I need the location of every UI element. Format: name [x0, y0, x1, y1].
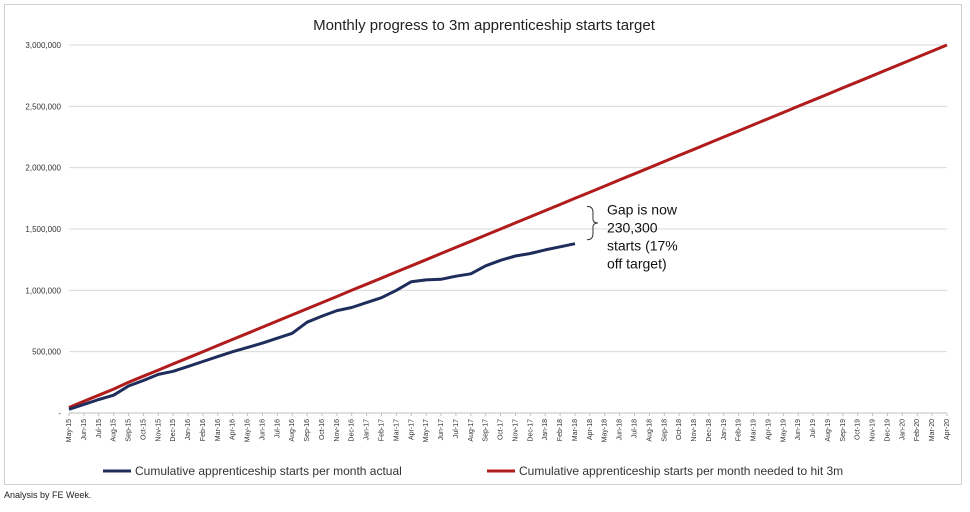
x-tick-label: Sep-19 [840, 419, 847, 442]
legend: Cumulative apprenticeship starts per mon… [103, 464, 843, 478]
x-tick-label: May-16 [245, 419, 252, 442]
x-tick-label: Jul-18 [631, 419, 638, 438]
x-tick-label: Oct-19 [855, 419, 862, 440]
x-tick-label: Nov-18 [691, 419, 698, 442]
annotation-text-line: starts (17% [607, 237, 678, 253]
x-tick-label: Sep-18 [661, 419, 668, 442]
x-tick-label: Nov-17 [512, 419, 519, 442]
x-tick-label: Mar-16 [215, 419, 222, 441]
x-tick-label: Dec-16 [349, 419, 356, 442]
x-tick-label: Feb-16 [200, 419, 207, 441]
x-axis: May-15 Jun-15 Jul-15 Aug-15 Sep-15 Oct-15 Nov-… [66, 412, 951, 442]
x-tick-label: Oct-18 [676, 419, 683, 440]
x-tick-label: Jan-19 [721, 419, 728, 441]
annotation-brace [586, 205, 598, 241]
legend-label-actual: Cumulative apprenticeship starts per mon… [135, 464, 402, 478]
x-tick-label: Jul-15 [96, 419, 103, 438]
x-tick-label: Mar-17 [393, 419, 400, 441]
source-note: Analysis by FE Week. [4, 490, 92, 500]
line-chart: Monthly progress to 3m apprenticeship st… [25, 17, 951, 478]
x-tick-label: Sep-15 [126, 419, 133, 442]
x-tick-label: Aug-17 [468, 419, 475, 442]
legend-label-needed: Cumulative apprenticeship starts per mon… [519, 464, 843, 478]
x-tick-label: May-19 [780, 419, 787, 442]
x-tick-label: Aug-19 [825, 419, 832, 442]
y-tick-label: - [58, 409, 61, 418]
gridlines [69, 44, 947, 353]
x-tick-label: Sep-17 [483, 419, 490, 442]
y-tick-label: 2,000,000 [25, 164, 61, 173]
x-tick-label: May-17 [423, 419, 430, 442]
y-tick-label: 3,000,000 [25, 41, 61, 50]
x-tick-label: Apr-20 [944, 419, 951, 440]
annotation-text-line: 230,300 [607, 219, 658, 235]
x-tick-label: Jul-17 [453, 419, 460, 438]
x-tick-label: Jan-16 [185, 419, 192, 441]
x-tick-label: Nov-19 [870, 419, 877, 442]
x-tick-label: Apr-16 [230, 419, 237, 440]
series-line-needed [68, 43, 948, 409]
series-lines [68, 43, 948, 411]
x-tick-label: Jul-16 [274, 419, 281, 438]
annotation-text-line: off target) [607, 255, 667, 271]
y-tick-label: 2,500,000 [25, 102, 61, 111]
x-tick-label: Aug-18 [646, 419, 653, 442]
y-tick-label: 1,000,000 [25, 286, 61, 295]
x-tick-label: Jan-18 [542, 419, 549, 441]
x-tick-label: Mar-18 [572, 419, 579, 441]
x-tick-label: Mar-19 [751, 419, 758, 441]
series-line-actual [68, 242, 576, 411]
x-tick-label: Aug-16 [289, 419, 296, 442]
x-tick-label: Nov-15 [155, 419, 162, 442]
x-tick-label: Mar-20 [929, 419, 936, 441]
x-tick-label: May-15 [66, 419, 73, 442]
annotation-text-line: Gap is now [607, 201, 678, 217]
x-tick-label: Jun-16 [259, 419, 266, 441]
x-tick-label: Nov-16 [334, 419, 341, 442]
gap-annotation: Gap is now 230,300 starts (17% off target) [586, 201, 678, 271]
chart-title: Monthly progress to 3m apprenticeship st… [313, 17, 656, 34]
x-tick-label: Apr-18 [587, 419, 594, 440]
x-tick-label: Apr-17 [408, 419, 415, 440]
x-tick-label: Jun-18 [617, 419, 624, 441]
x-tick-label: May-18 [602, 419, 609, 442]
x-tick-label: Feb-20 [914, 419, 921, 441]
y-axis: - 500,000 1,000,000 1,500,000 2,000,000 2,500… [25, 41, 61, 418]
x-tick-label: Feb-18 [557, 419, 564, 441]
x-tick-label: Feb-17 [379, 419, 386, 441]
x-tick-label: Jun-19 [795, 419, 802, 441]
x-tick-label: Feb-19 [736, 419, 743, 441]
x-tick-label: Apr-19 [765, 419, 772, 440]
y-tick-label: 500,000 [32, 348, 61, 357]
x-tick-label: Sep-16 [304, 419, 311, 442]
x-tick-label: Jun-15 [81, 419, 88, 441]
x-tick-label: Dec-15 [170, 419, 177, 442]
x-tick-label: Jul-19 [810, 419, 817, 438]
x-tick-label: Dec-17 [527, 419, 534, 442]
chart-frame: Monthly progress to 3m apprenticeship st… [4, 4, 962, 485]
x-tick-label: Dec-19 [884, 419, 891, 442]
x-tick-label: Jun-17 [438, 419, 445, 441]
x-tick-label: Dec-18 [706, 419, 713, 442]
y-tick-label: 1,500,000 [25, 225, 61, 234]
x-tick-label: Aug-15 [111, 419, 118, 442]
x-tick-label: Oct-15 [140, 419, 147, 440]
x-tick-label: Oct-16 [319, 419, 326, 440]
x-tick-label: Jan-17 [364, 419, 371, 441]
x-tick-label: Jan-20 [899, 419, 906, 441]
x-tick-label: Oct-17 [498, 419, 505, 440]
